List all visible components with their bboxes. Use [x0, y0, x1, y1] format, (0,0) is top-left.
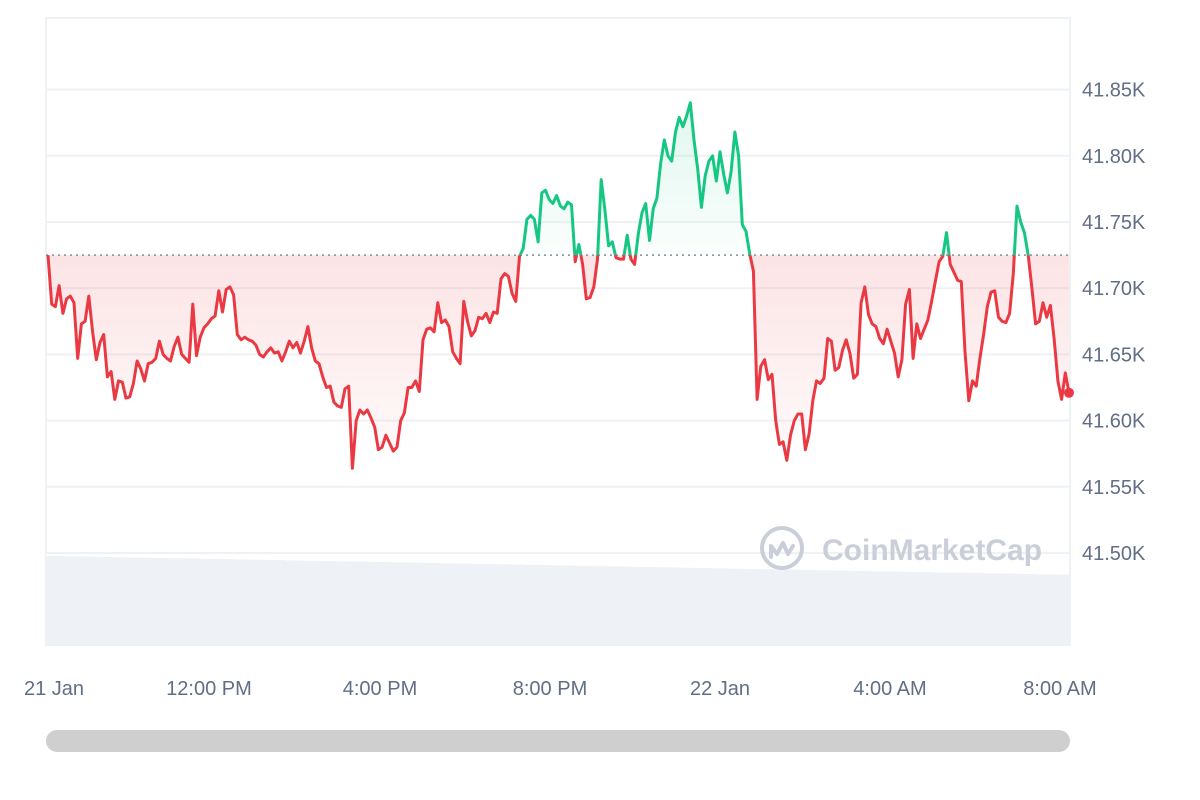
volume-bar — [250, 559, 269, 645]
volume-bar — [506, 564, 525, 645]
price-line-down — [46, 255, 1071, 470]
x-tick-label: 12:00 PM — [166, 678, 252, 700]
y-tick-label: 41.65K — [1082, 344, 1146, 366]
x-axis-labels: 21 Jan 12:00 PM 4:00 PM 8:00 PM 22 Jan 4:00 A… — [24, 678, 1097, 700]
volume-bar — [438, 563, 457, 645]
volume-bar — [404, 562, 422, 645]
price-line-up — [47, 101, 1030, 256]
x-tick-label: 21 Jan — [24, 678, 84, 700]
area-below-baseline — [48, 255, 1069, 469]
y-tick-label: 41.70K — [1082, 278, 1146, 300]
watermark: CoinMarketCap — [760, 526, 1042, 570]
volume-bar — [540, 565, 559, 645]
volume-bar — [984, 573, 1003, 645]
volume-bar — [199, 558, 218, 645]
volume-bar — [814, 570, 832, 645]
volume-bar — [1018, 574, 1037, 645]
volume-bar — [660, 567, 678, 645]
y-tick-label: 41.85K — [1082, 80, 1146, 102]
x-tick-label: 8:00 PM — [513, 678, 587, 700]
area-above-baseline — [48, 102, 1069, 256]
volume-bar — [1001, 573, 1020, 645]
y-tick-label: 41.55K — [1082, 477, 1146, 499]
y-tick-label: 41.80K — [1082, 146, 1146, 168]
volume-bar — [916, 572, 934, 645]
volume-bar — [592, 566, 610, 645]
volume-bar — [353, 561, 371, 645]
chart-scrollbar[interactable] — [46, 730, 1070, 752]
volume-bar — [1035, 574, 1054, 645]
volume-bar — [558, 565, 576, 645]
volume-bar — [967, 573, 986, 645]
volume-bar — [779, 569, 798, 645]
volume-bar — [182, 558, 201, 645]
volume-bar — [267, 560, 286, 645]
volume-bar — [148, 557, 166, 645]
y-tick-label: 41.75K — [1082, 212, 1146, 234]
price-line — [46, 101, 1071, 470]
volume-bar — [489, 564, 508, 645]
watermark-text: CoinMarketCap — [822, 534, 1042, 567]
y-tick-label: 41.60K — [1082, 411, 1146, 433]
volume-bar — [711, 568, 730, 645]
volume-bar — [950, 572, 969, 645]
price-area — [48, 102, 1069, 469]
volume-bar — [728, 568, 747, 645]
volume-bar — [370, 562, 388, 645]
volume-bar — [745, 568, 764, 645]
y-tick-label: 41.50K — [1082, 543, 1146, 565]
volume-bar — [643, 567, 661, 645]
x-tick-label: 22 Jan — [690, 678, 750, 700]
volume-bar — [626, 566, 644, 645]
volume-bar — [865, 571, 883, 645]
volume-bar — [762, 569, 781, 645]
volume-bar — [421, 562, 440, 645]
volume-bar — [694, 568, 713, 645]
volume-bar — [319, 561, 337, 645]
volume-bar — [284, 560, 303, 645]
volume-bar — [933, 572, 952, 645]
volume-bar — [387, 562, 405, 645]
x-tick-label: 8:00 AM — [1023, 678, 1096, 700]
volume-bar — [1052, 574, 1071, 645]
volume-bar — [97, 556, 115, 645]
volume-bar — [63, 556, 81, 645]
volume-bar — [575, 565, 593, 645]
volume-bar — [302, 560, 320, 645]
volume-bar — [114, 557, 132, 645]
volume-bar — [796, 569, 815, 645]
last-price-dot — [1064, 387, 1074, 398]
volume-bar — [46, 556, 64, 645]
x-tick-label: 4:00 PM — [343, 678, 417, 700]
volume-bar — [848, 570, 866, 645]
volume-bar — [80, 556, 98, 645]
volume-bars — [46, 556, 1071, 645]
volume-bar — [472, 563, 491, 645]
volume-bar — [131, 557, 149, 645]
volume-bar — [677, 567, 696, 645]
volume-bar — [899, 571, 917, 645]
x-tick-label: 4:00 AM — [853, 678, 926, 700]
volume-bar — [233, 559, 252, 645]
coinmarketcap-logo-icon — [760, 526, 804, 570]
volume-bar — [523, 564, 542, 645]
volume-bar — [165, 558, 184, 645]
volume-bar — [882, 571, 900, 645]
volume-bar — [831, 570, 849, 645]
volume-bar — [216, 559, 235, 645]
y-axis-labels: 41.85K 41.80K 41.75K 41.70K 41.65K 41.60K 41.5… — [1082, 80, 1146, 565]
volume-bar — [336, 561, 354, 645]
volume-bar — [609, 566, 627, 645]
volume-bar — [455, 563, 474, 645]
